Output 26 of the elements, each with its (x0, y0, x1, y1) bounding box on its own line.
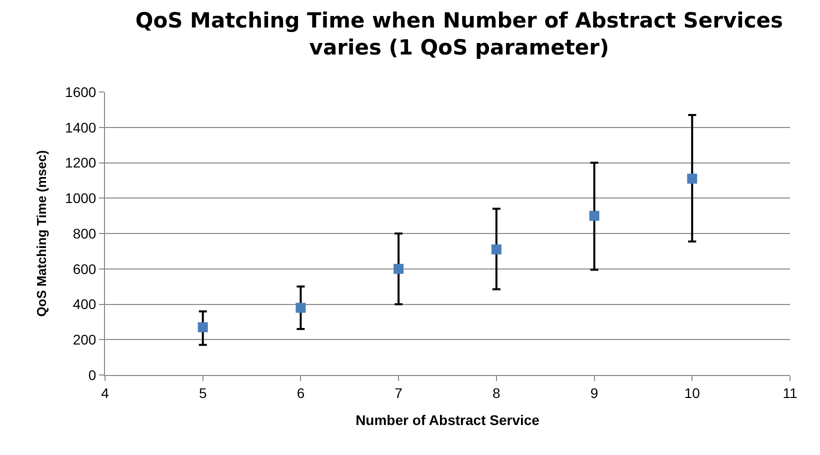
point (296, 302, 306, 313)
y-tick-label: 1000 (65, 190, 96, 206)
y-tick-label: 800 (72, 225, 96, 242)
x-tick-label: 4 (101, 384, 110, 401)
point (491, 244, 502, 254)
x-tick-label: 9 (590, 384, 598, 401)
y-tick-label: 400 (72, 296, 96, 312)
x-tick-label: 7 (394, 384, 403, 401)
y-axis-title: QoS Matching Time (msec) (34, 150, 49, 317)
x-tick-label: 5 (198, 384, 207, 401)
x-axis-title: Number of Abstract Service (356, 412, 540, 428)
point (198, 322, 208, 332)
point (687, 174, 698, 184)
y-tick-label: 0 (88, 366, 96, 383)
point (589, 210, 600, 221)
chart-title: QoS Matching Time when Number of Abstract Services varies (1 QoS parameter) (135, 8, 784, 60)
x-tick-label: 8 (492, 384, 501, 401)
y-tick-label: 600 (72, 260, 96, 277)
y-tick-label: 200 (72, 332, 96, 348)
x-tick-label: 10 (684, 384, 700, 401)
x-tick-label: 11 (782, 384, 798, 401)
y-tick-label: 1400 (65, 119, 96, 136)
x-tick-label: 6 (296, 384, 305, 401)
y-tick-label: 1600 (65, 84, 96, 100)
y-tick-label: 1200 (65, 154, 96, 171)
point (394, 264, 404, 274)
